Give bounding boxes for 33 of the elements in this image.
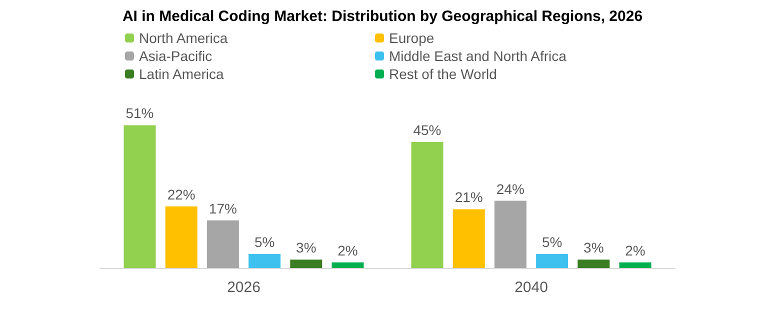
bar (578, 260, 610, 268)
bar (124, 125, 156, 268)
bar (494, 200, 526, 268)
data-label: 21% (454, 189, 483, 206)
legend-label: Latin America (139, 66, 224, 82)
data-label: 3% (296, 240, 316, 256)
data-label: 22% (167, 186, 196, 202)
bar (411, 142, 444, 268)
bar (290, 260, 322, 268)
bar (206, 220, 239, 268)
x-tick-label: 2026 (227, 279, 260, 296)
legend-label: Middle East and North Africa (389, 48, 567, 64)
legend-label: Asia-Pacific (139, 48, 212, 64)
data-label: 2% (625, 242, 646, 258)
data-label: 2% (338, 242, 358, 258)
legend-label: Europe (389, 30, 434, 46)
data-label: 45% (413, 122, 442, 138)
bar (452, 209, 485, 268)
bar (619, 262, 652, 268)
bar (536, 254, 568, 268)
data-label: 5% (254, 234, 275, 250)
legend-label: North America (139, 30, 228, 46)
bar (248, 254, 281, 268)
data-label: 24% (496, 180, 524, 197)
bar (332, 262, 364, 268)
data-label: 17% (208, 200, 237, 216)
chart-title: AI in Medical Coding Market: Distribution by Geographical Regions, 2026 (122, 8, 643, 25)
legend-label: Rest of the World (389, 66, 497, 82)
x-tick-label: 2040 (514, 279, 548, 296)
data-label: 3% (584, 240, 604, 256)
data-label: 5% (542, 234, 562, 250)
bar (165, 206, 198, 268)
data-label: 51% (126, 105, 154, 122)
